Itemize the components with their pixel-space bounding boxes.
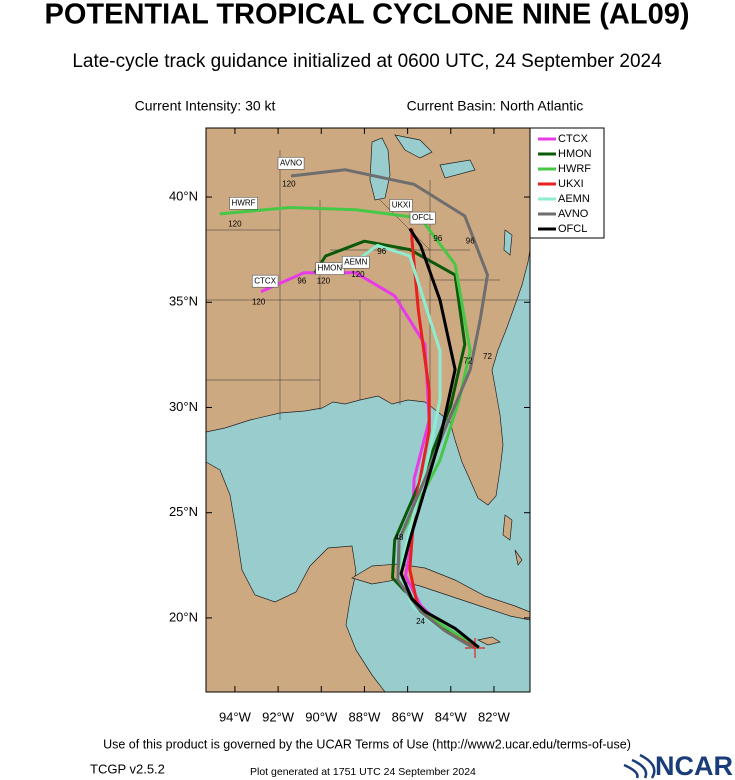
hour-label: 120 bbox=[351, 270, 365, 279]
legend-label: HWRF bbox=[558, 163, 591, 175]
ncar-logo: NCAR bbox=[623, 751, 733, 780]
y-tick-label: 20°N bbox=[169, 609, 198, 624]
track-label: UKXI bbox=[392, 201, 411, 210]
hour-label: 48 bbox=[395, 533, 404, 542]
terms: Use of this product is governed by the U… bbox=[103, 737, 631, 751]
hour-label: 120 bbox=[252, 297, 266, 306]
subtitle: Late-cycle track guidance initialized at… bbox=[72, 51, 662, 72]
legend-label: AVNO bbox=[558, 208, 589, 220]
track-label-box bbox=[277, 157, 305, 170]
hour-label: 120 bbox=[317, 276, 331, 285]
title: POTENTIAL TROPICAL CYCLONE NINE (AL09) bbox=[44, 0, 689, 31]
track-label: AEMN bbox=[344, 257, 367, 266]
plot-frame bbox=[205, 127, 531, 693]
hour-label: 96 bbox=[297, 276, 306, 285]
state-borders bbox=[206, 150, 530, 420]
bay bbox=[503, 229, 513, 256]
track bbox=[290, 168, 489, 649]
track-label-box bbox=[229, 197, 258, 210]
hour-label: 96 bbox=[377, 247, 386, 256]
bahamas bbox=[502, 514, 523, 566]
legend: CTCX HMON HWRF UKXI AEMN AVNO OFCL bbox=[529, 127, 605, 239]
lake bbox=[369, 137, 391, 201]
y-tick-label: 25°N bbox=[169, 504, 198, 519]
y-tick-label: 30°N bbox=[169, 399, 198, 414]
track-label-box bbox=[251, 274, 279, 288]
x-tick-label: 88°W bbox=[348, 709, 381, 724]
version: TCGP v2.5.2 bbox=[90, 761, 165, 776]
legend-label: AEMN bbox=[558, 193, 590, 205]
track-label: HWRF bbox=[232, 198, 256, 207]
x-tick-label: 86°W bbox=[392, 709, 425, 724]
track-label-box bbox=[341, 255, 370, 269]
intensity: Current Intensity: 30 kt bbox=[135, 98, 276, 114]
hour-label: 96 bbox=[433, 234, 442, 243]
legend-label: HMON bbox=[558, 148, 592, 160]
track-label: AVNO bbox=[280, 158, 302, 167]
x-tick-label: 84°W bbox=[435, 709, 468, 724]
hour-label: 96 bbox=[466, 236, 475, 245]
legend-label: UKXI bbox=[558, 178, 584, 190]
x-tick-label: 82°W bbox=[478, 709, 511, 724]
x-tick-label: 94°W bbox=[219, 709, 252, 724]
track-label: HMON bbox=[318, 264, 343, 273]
tracks bbox=[219, 168, 489, 649]
logo-text: NCAR bbox=[655, 751, 733, 780]
hour-label: 120 bbox=[228, 219, 242, 228]
legend-label: OFCL bbox=[558, 223, 587, 235]
generated: Plot generated at 1751 UTC 24 September … bbox=[250, 766, 476, 778]
lake bbox=[394, 134, 433, 159]
map bbox=[206, 128, 530, 692]
storm-marker bbox=[465, 638, 485, 658]
track-label-box bbox=[315, 262, 345, 275]
hour-label: 72 bbox=[464, 356, 473, 365]
basin: Current Basin: North Atlantic bbox=[407, 98, 584, 114]
legend-label: CTCX bbox=[558, 133, 589, 145]
track-label-box bbox=[389, 199, 413, 212]
track-label-box bbox=[409, 211, 436, 225]
y-tick-label: 35°N bbox=[169, 294, 198, 309]
track-label: OFCL bbox=[412, 213, 434, 222]
hour-label: 120 bbox=[282, 180, 296, 189]
logo-arcs bbox=[623, 753, 656, 779]
x-tick-label: 92°W bbox=[262, 709, 295, 724]
jamaica bbox=[476, 636, 501, 646]
track-label: CTCX bbox=[254, 276, 276, 285]
lake bbox=[439, 159, 476, 179]
hour-label: 72 bbox=[483, 352, 492, 361]
y-tick-label: 40°N bbox=[169, 188, 198, 203]
mexico bbox=[206, 461, 386, 692]
track bbox=[399, 227, 480, 649]
x-tick-label: 90°W bbox=[305, 709, 338, 724]
hour-label: 24 bbox=[416, 617, 425, 626]
